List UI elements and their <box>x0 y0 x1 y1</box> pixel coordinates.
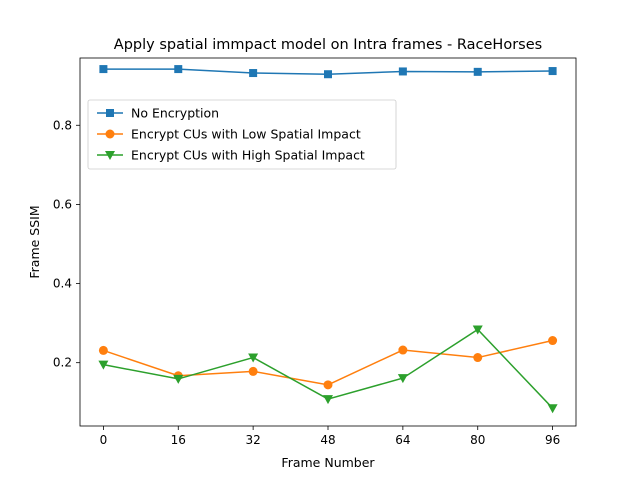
legend-item: Encrypt CUs with Low Spatial Impact <box>97 127 361 142</box>
data-point <box>323 380 333 390</box>
data-point <box>398 345 408 355</box>
data-point <box>323 395 333 405</box>
data-point <box>174 65 183 74</box>
x-axis: 0 16 32 48 64 80 96 <box>100 426 560 447</box>
data-point <box>398 67 407 76</box>
legend-marker <box>105 129 115 139</box>
data-point <box>324 70 332 79</box>
legend-label: Encrypt CUs with High Spatial Impact <box>131 148 365 163</box>
series-1 <box>99 65 557 79</box>
x-tick-label: 64 <box>395 433 410 447</box>
data-point <box>249 69 258 78</box>
legend-marker <box>106 109 114 117</box>
legend-box <box>87 99 397 170</box>
x-tick-label: 96 <box>545 433 560 447</box>
data-point <box>473 67 482 76</box>
data-point <box>548 336 558 346</box>
data-point <box>248 366 258 376</box>
x-tick-label: 48 <box>320 433 335 447</box>
x-tick-label: 16 <box>171 433 186 447</box>
plot-area <box>98 65 558 414</box>
data-point <box>98 345 108 355</box>
y-tick-label: 0.4 <box>53 277 72 291</box>
data-point <box>397 374 408 384</box>
legend-label: Encrypt CUs with Low Spatial Impact <box>131 127 361 142</box>
x-axis-label: Frame Number <box>281 455 375 470</box>
y-tick-label: 0.8 <box>53 118 72 132</box>
legend: No Encryption Encrypt CUs with Low Spatia… <box>87 99 397 170</box>
data-point <box>472 325 483 335</box>
data-point <box>98 360 109 370</box>
data-point <box>547 404 558 414</box>
y-tick-label: 0.2 <box>53 356 72 370</box>
y-axis-label: Frame SSIM <box>27 205 42 278</box>
data-point <box>99 65 108 74</box>
series-3 <box>98 325 558 414</box>
legend-marker <box>105 151 115 160</box>
data-point <box>173 374 184 384</box>
x-tick-label: 0 <box>100 433 108 447</box>
legend-item: Encrypt CUs with High Spatial Impact <box>97 148 365 163</box>
x-tick-label: 32 <box>245 433 260 447</box>
data-point <box>548 67 557 76</box>
legend-label: No Encryption <box>131 106 219 121</box>
x-tick-label: 80 <box>470 433 485 447</box>
chart-title: Apply spatial immpact model on Intra fra… <box>114 37 542 53</box>
data-point <box>248 353 259 363</box>
legend-item: No Encryption <box>97 106 219 121</box>
y-tick-label: 0.6 <box>53 197 72 211</box>
y-axis: 0.2 0.4 0.6 0.8 <box>53 118 80 370</box>
data-point <box>473 353 483 363</box>
